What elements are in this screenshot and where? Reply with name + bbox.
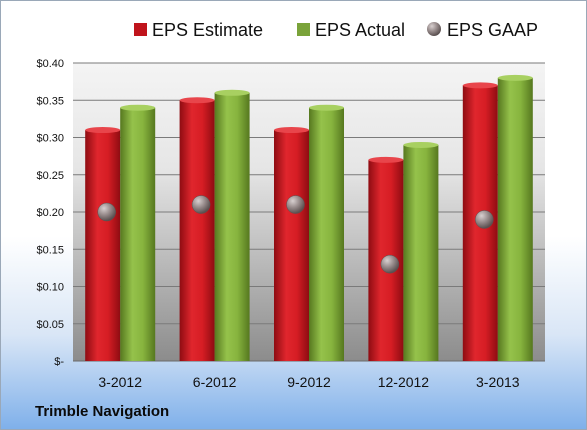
bar-eps-estimate <box>274 130 309 361</box>
y-tick-label: $0.10 <box>36 282 64 294</box>
y-tick-label: $- <box>54 356 64 368</box>
bar-eps-actual <box>403 144 439 361</box>
legend-label-gaap: EPS GAAP <box>447 20 538 40</box>
bar-eps-actual <box>214 92 250 362</box>
bar-cap-eps-estimate <box>85 127 121 134</box>
y-tick-label: $0.20 <box>36 207 64 219</box>
bar-cap-eps-estimate <box>179 97 215 104</box>
legend-swatch-gaap <box>427 22 441 36</box>
marker-eps-gaap <box>191 195 211 214</box>
bar-cap-eps-estimate <box>368 156 404 163</box>
x-tick-label: 3-2012 <box>98 374 142 390</box>
marker-eps-gaap <box>475 210 494 229</box>
legend-swatch-estimate <box>134 23 147 36</box>
x-axis-labels: 3-2012 6-2012 9-2012 12-2012 3-2013 <box>98 374 519 390</box>
y-tick-label: $0.30 <box>36 133 64 145</box>
x-tick-label: 12-2012 <box>378 374 430 390</box>
bar-cap-eps-actual <box>403 141 439 148</box>
y-tick-label: $0.05 <box>36 319 64 331</box>
legend-swatch-actual <box>297 23 310 36</box>
y-tick-label: $0.40 <box>36 58 64 70</box>
bar-eps-actual <box>120 107 156 361</box>
bar-eps-actual <box>309 107 344 361</box>
bar-cap-eps-estimate <box>462 82 498 89</box>
legend-label-actual: EPS Actual <box>315 20 405 40</box>
x-tick-label: 6-2012 <box>193 374 237 390</box>
company-name: Trimble Navigation <box>35 403 170 420</box>
y-tick-label: $0.25 <box>36 170 64 182</box>
legend-label-estimate: EPS Estimate <box>152 20 263 40</box>
bar-eps-estimate <box>85 130 121 361</box>
y-tick-label: $0.35 <box>36 95 64 107</box>
x-tick-label: 9-2012 <box>287 374 331 390</box>
marker-eps-gaap <box>380 254 400 274</box>
marker-eps-gaap <box>286 195 305 214</box>
bars <box>85 74 533 362</box>
bar-eps-estimate <box>179 100 215 361</box>
legend: EPS Estimate EPS Actual EPS GAAP <box>134 20 538 40</box>
bar-cap-eps-actual <box>214 89 250 96</box>
bar-cap-eps-actual <box>120 104 156 111</box>
y-axis-ticks: $- $0.05 $0.10 $0.15 $0.20 $0.25 $0.30 $0.35 $0.… <box>36 58 64 368</box>
gaap-markers <box>97 195 494 274</box>
bar-cap-eps-estimate <box>274 127 309 134</box>
y-tick-label: $0.15 <box>36 244 64 256</box>
bar-cap-eps-actual <box>309 104 344 111</box>
marker-eps-gaap <box>97 202 116 222</box>
bar-eps-actual <box>497 77 533 362</box>
bar-cap-eps-actual <box>497 74 533 81</box>
x-tick-label: 3-2013 <box>476 374 520 390</box>
